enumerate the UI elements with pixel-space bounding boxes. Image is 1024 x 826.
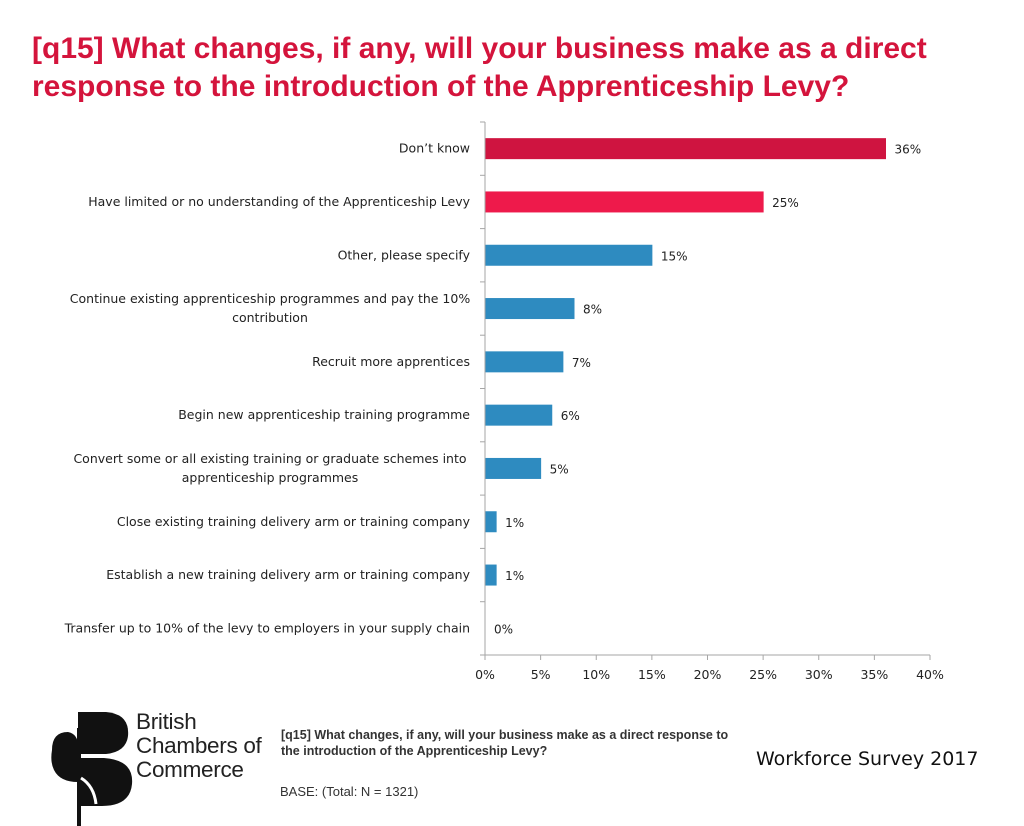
category-label-line: Transfer up to 10% of the levy to employ…	[64, 620, 470, 635]
x-tick-label: 35%	[860, 667, 888, 682]
bar	[485, 298, 575, 320]
page-title: [q15] What changes, if any, will your bu…	[32, 32, 927, 103]
category-label-line: Convert some or all existing training or…	[73, 451, 466, 466]
bcc-logo-text: British Chambers of Commerce	[136, 710, 262, 782]
category-label-line: Continue existing apprenticeship program…	[70, 291, 471, 306]
data-label: 6%	[561, 409, 580, 423]
bars-layer	[485, 138, 886, 586]
bcc-logo-icon	[51, 712, 133, 826]
bar	[485, 404, 553, 426]
category-label: Other, please specify	[338, 247, 471, 262]
bar	[485, 457, 542, 479]
category-label: Transfer up to 10% of the levy to employ…	[64, 620, 470, 635]
category-label-line: contribution	[232, 310, 308, 325]
category-label: Convert some or all existing training or…	[73, 451, 466, 485]
data-label: 0%	[494, 622, 513, 636]
category-label: Close existing training delivery arm or …	[117, 514, 471, 529]
data-label: 1%	[505, 516, 524, 530]
data-label: 5%	[550, 462, 569, 476]
x-tick-label: 15%	[638, 667, 666, 682]
bar	[485, 351, 564, 373]
logo-line: British	[136, 709, 197, 734]
category-label: Have limited or no understanding of the …	[88, 194, 470, 209]
x-tick-label: 25%	[749, 667, 777, 682]
category-label: Begin new apprenticeship training progra…	[178, 407, 470, 422]
category-label: Establish a new training delivery arm or…	[106, 567, 470, 582]
x-tick-label: 40%	[916, 667, 944, 682]
category-label-line: Other, please specify	[338, 247, 471, 262]
footer-survey-name: Workforce Survey 2017	[756, 748, 979, 770]
data-label: 36%	[895, 143, 922, 157]
x-tick-label: 10%	[582, 667, 610, 682]
data-label: 8%	[583, 303, 602, 317]
category-label: Continue existing apprenticeship program…	[70, 291, 471, 325]
logo-line: Chambers of	[136, 733, 262, 758]
logo-line: Commerce	[136, 757, 244, 782]
labels-layer: 0% 5% 10% 15% 20% 25% 30% 35% 40% 36% Don’t know 25…	[64, 141, 944, 682]
data-label: 7%	[572, 356, 591, 370]
x-tick-label: 30%	[805, 667, 833, 682]
category-label-line: Close existing training delivery arm or …	[117, 514, 471, 529]
footer-base: BASE: (Total: N = 1321)	[280, 784, 419, 799]
x-tick-label: 5%	[531, 667, 551, 682]
data-label: 1%	[505, 569, 524, 583]
bar	[485, 511, 497, 533]
x-tick-label: 20%	[694, 667, 722, 682]
category-label-line: apprenticeship programmes	[182, 470, 359, 485]
axis-layer	[480, 121, 931, 660]
bar	[485, 244, 653, 266]
bar	[485, 564, 497, 586]
bar	[485, 138, 886, 160]
category-label-line: Don’t know	[399, 141, 470, 156]
category-label-line: Begin new apprenticeship training progra…	[178, 407, 470, 422]
category-label-line: Have limited or no understanding of the …	[88, 194, 470, 209]
category-label: Don’t know	[399, 141, 470, 156]
category-label-line: Establish a new training delivery arm or…	[106, 567, 470, 582]
category-label: Recruit more apprentices	[312, 354, 470, 369]
data-label: 25%	[772, 196, 799, 210]
bar-chart: 0% 5% 10% 15% 20% 25% 30% 35% 40% 36% Don’t know 25…	[64, 121, 944, 682]
category-label-line: Recruit more apprentices	[312, 354, 470, 369]
bar	[485, 191, 764, 213]
footer-question: [q15] What changes, if any, will your bu…	[281, 728, 729, 758]
x-tick-label: 0%	[475, 667, 495, 682]
data-label: 15%	[661, 249, 688, 263]
